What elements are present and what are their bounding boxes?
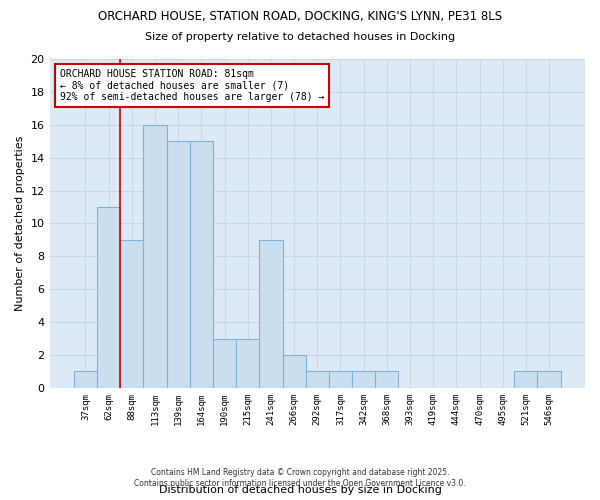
Text: Distribution of detached houses by size in Docking: Distribution of detached houses by size …: [158, 485, 442, 495]
Bar: [236, 338, 259, 388]
Bar: [329, 372, 352, 388]
Bar: [375, 372, 398, 388]
Text: ORCHARD HOUSE STATION ROAD: 81sqm
← 8% of detached houses are smaller (7)
92% of: ORCHARD HOUSE STATION ROAD: 81sqm ← 8% o…: [60, 69, 325, 102]
Text: ORCHARD HOUSE, STATION ROAD, DOCKING, KING'S LYNN, PE31 8LS: ORCHARD HOUSE, STATION ROAD, DOCKING, KI…: [98, 10, 502, 23]
Bar: [167, 141, 190, 388]
Bar: [352, 372, 375, 388]
Bar: [514, 372, 538, 388]
Bar: [120, 240, 143, 388]
Bar: [259, 240, 283, 388]
Bar: [143, 125, 167, 388]
Text: Contains HM Land Registry data © Crown copyright and database right 2025.
Contai: Contains HM Land Registry data © Crown c…: [134, 468, 466, 487]
Bar: [538, 372, 560, 388]
Y-axis label: Number of detached properties: Number of detached properties: [15, 136, 25, 311]
Bar: [190, 141, 213, 388]
Text: Size of property relative to detached houses in Docking: Size of property relative to detached ho…: [145, 32, 455, 42]
Bar: [283, 355, 305, 388]
Bar: [97, 207, 120, 388]
Bar: [305, 372, 329, 388]
Bar: [74, 372, 97, 388]
Bar: [213, 338, 236, 388]
